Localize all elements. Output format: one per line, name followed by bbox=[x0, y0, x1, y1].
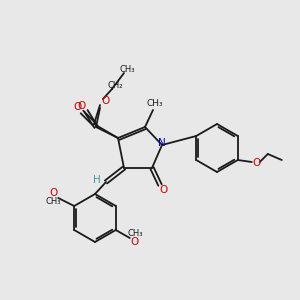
Text: CH₃: CH₃ bbox=[127, 229, 142, 238]
Text: CH₃: CH₃ bbox=[119, 64, 135, 74]
Text: O: O bbox=[49, 188, 57, 198]
Text: O: O bbox=[131, 237, 139, 247]
Text: O: O bbox=[101, 96, 109, 106]
Text: N: N bbox=[158, 138, 166, 148]
Text: CH₃: CH₃ bbox=[147, 100, 163, 109]
Text: H: H bbox=[93, 175, 101, 185]
Text: O: O bbox=[74, 102, 82, 112]
Text: CH₂: CH₂ bbox=[107, 80, 123, 89]
Text: O: O bbox=[77, 101, 85, 111]
Text: O: O bbox=[253, 158, 261, 168]
Text: O: O bbox=[160, 185, 168, 195]
Text: CH₃: CH₃ bbox=[46, 197, 61, 206]
